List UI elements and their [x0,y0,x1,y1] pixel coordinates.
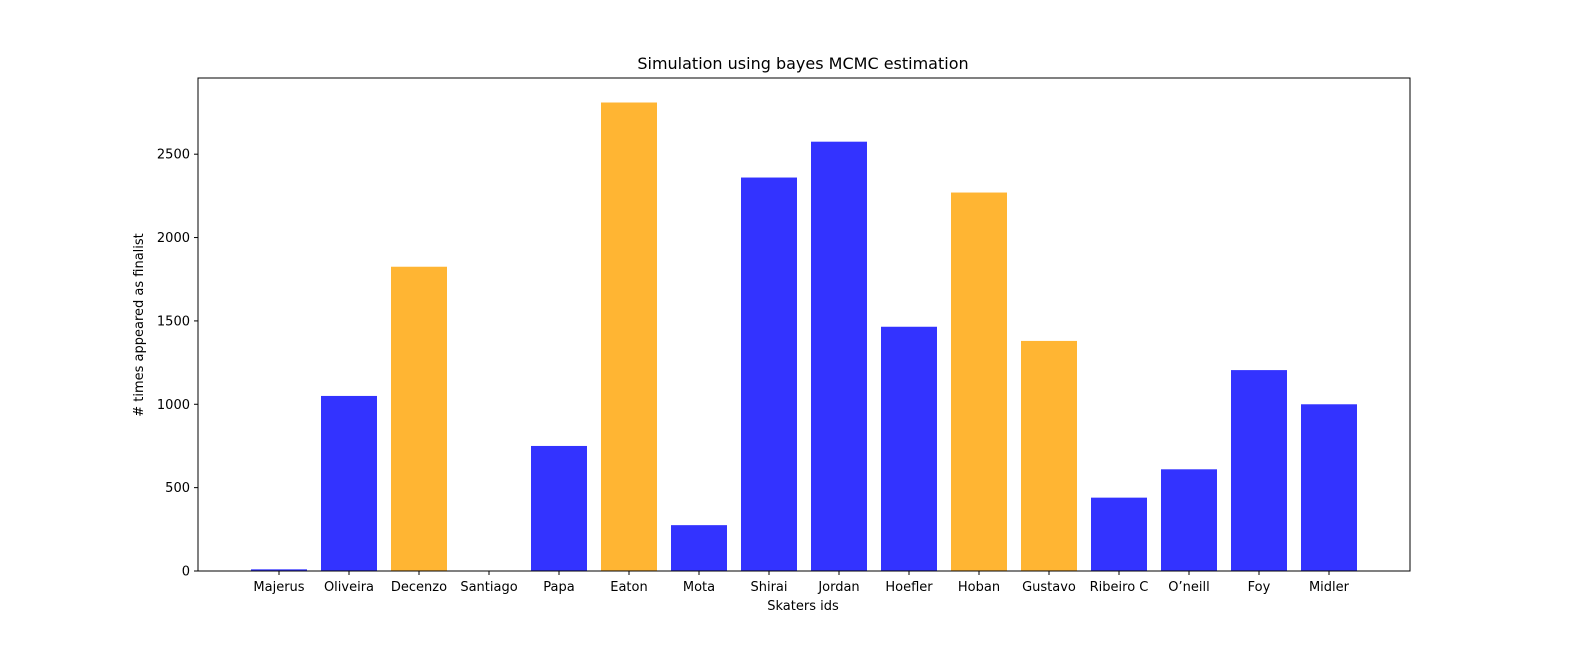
x-tick-label: Midler [1309,580,1350,595]
x-tick-label: Ribeiro C [1090,580,1149,595]
bar-ribeiro-c [1091,497,1147,571]
x-tick-label: Jordan [817,580,859,595]
x-axis-label: Skaters ids [767,599,839,614]
chart-title: Simulation using bayes MCMC estimation [637,54,968,73]
y-tick-label: 2500 [157,148,190,163]
y-tick-label: 500 [165,481,190,496]
bar-midler [1301,404,1357,571]
bar-hoban [951,192,1007,571]
plot-frame [197,77,1411,572]
x-tick-label: Hoefler [885,580,933,595]
y-axis-label: # times appeared as finalist [132,233,147,417]
y-tick-label: 2000 [157,231,190,246]
bar-jordan [811,141,867,571]
x-tick-label: Mota [683,580,715,595]
bar-decenzo [391,266,447,571]
x-tick-label: Hoban [958,580,1000,595]
bar-shirai [741,177,797,572]
bar-majerus [251,569,307,571]
x-tick-label: Foy [1248,580,1271,595]
bar-o-neill [1161,469,1217,571]
bar-hoefler [881,326,937,571]
x-tick-label: Eaton [610,580,647,595]
x-tick-label: Santiago [460,580,517,595]
x-axis-ticks: Majerus Oliveira Decenzo Santiago Papa Eaton M… [253,571,1350,595]
x-tick-label: Oliveira [324,580,374,595]
x-tick-label: O’neill [1168,580,1209,595]
x-tick-label: Decenzo [391,580,447,595]
y-tick-label: 0 [182,565,190,580]
bar-papa [531,445,587,571]
y-tick-label: 1000 [157,398,190,413]
bar-oliveira [321,395,377,571]
x-tick-label: Papa [543,580,574,595]
x-tick-label: Gustavo [1022,580,1076,595]
bar-eaton [601,102,657,571]
y-tick-label: 1500 [157,314,190,329]
x-tick-label: Shirai [750,580,787,595]
y-axis-ticks: 0 500 1000 1500 2000 2500 [157,148,198,580]
bar-mota [671,525,727,571]
bars-group [251,102,1357,572]
bar-gustavo [1021,340,1077,571]
bar-foy [1231,370,1287,571]
x-tick-label: Majerus [253,580,304,595]
